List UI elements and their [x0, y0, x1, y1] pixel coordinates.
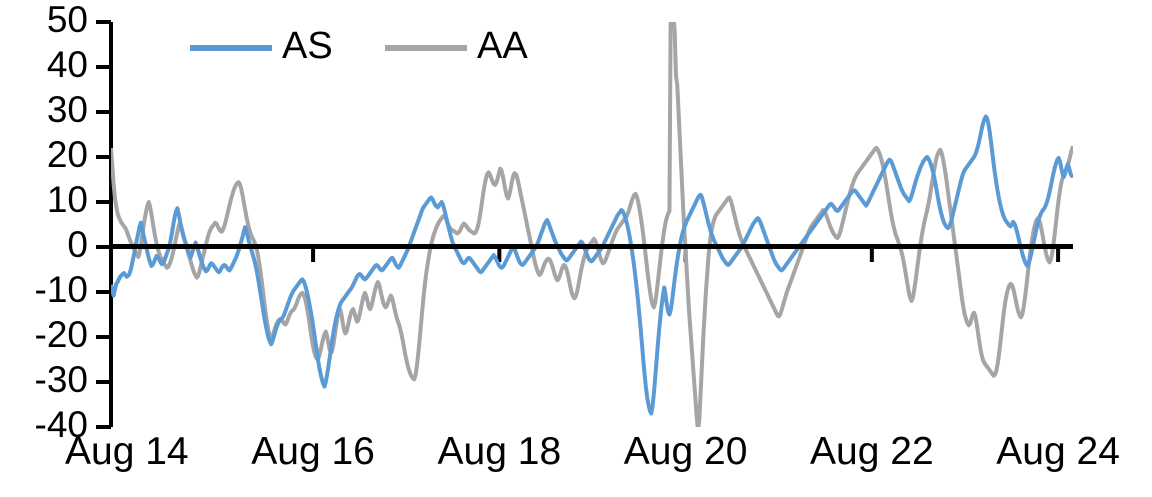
x-tick-label: Aug 16 [251, 430, 375, 473]
x-tick-label: Aug 22 [810, 430, 934, 473]
y-tick-label: -10 [35, 269, 88, 310]
x-tick-label: Aug 18 [438, 430, 562, 473]
y-tick-label: -30 [35, 359, 88, 400]
legend-label-aa[interactable]: AA [477, 25, 528, 67]
y-tick-label: 50 [47, 0, 88, 40]
y-tick-label: 30 [47, 89, 88, 130]
y-tick-label: 0 [67, 224, 88, 265]
y-tick-label: -20 [35, 314, 88, 355]
legend-label-as[interactable]: AS [282, 25, 333, 67]
y-axis-ticks [96, 20, 111, 429]
x-tick-label: Aug 24 [996, 430, 1120, 473]
y-tick-label: -40 [35, 404, 88, 445]
x-axis-labels: Aug 14 Aug 16 Aug 18 Aug 20 Aug 22 Aug 24 [65, 430, 1120, 473]
x-tick-label: Aug 20 [624, 430, 748, 473]
series-line-as [111, 114, 1073, 416]
x-tick-label: Aug 14 [65, 430, 189, 473]
y-tick-label: 10 [47, 179, 88, 220]
y-tick-label: 20 [47, 134, 88, 175]
series-layer [111, 22, 1073, 427]
chart-legend: AS AA [190, 25, 528, 67]
y-tick-label: 40 [47, 44, 88, 85]
